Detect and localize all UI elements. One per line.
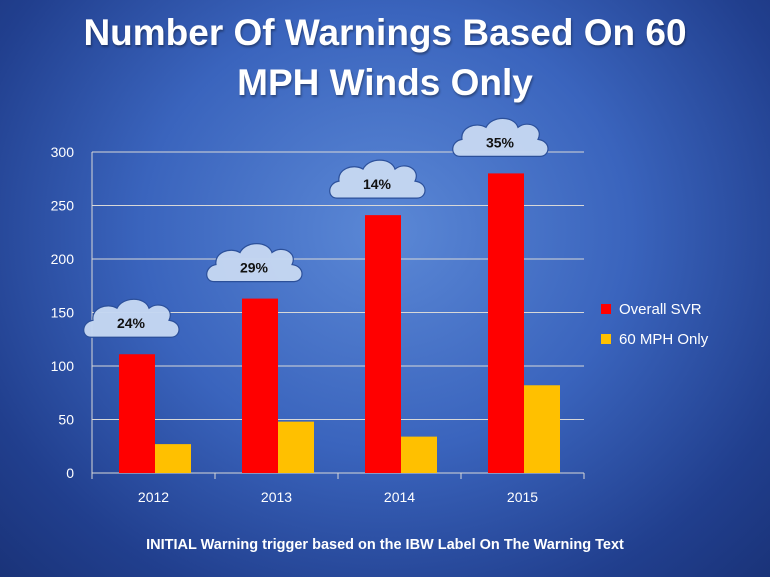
y-tick-label-50: 50 [58, 412, 74, 428]
x-tick-label-2014: 2014 [384, 489, 415, 505]
title-line-1: Number Of Warnings Based On 60 [83, 12, 687, 53]
legend-swatch-60-mph-only [601, 334, 611, 344]
annotation-label-2014: 14% [363, 176, 392, 192]
y-tick-label-0: 0 [66, 465, 74, 481]
cloud-icon-2013 [206, 242, 303, 283]
bar-60-mph-only-2015 [524, 385, 560, 473]
x-tick-label-2015: 2015 [507, 489, 538, 505]
legend-item-overall-svr: Overall SVR [601, 298, 708, 320]
y-tick-label-300: 300 [51, 144, 75, 160]
title-line-2: MPH Winds Only [237, 62, 533, 103]
cloud-icon-2012 [83, 298, 180, 338]
x-tick-label-2013: 2013 [261, 489, 292, 505]
bar-overall-svr-2013 [242, 298, 278, 473]
bar-60-mph-only-2014 [401, 436, 437, 473]
bar-overall-svr-2012 [119, 354, 155, 473]
legend-item-60-mph-only: 60 MPH Only [601, 328, 708, 350]
y-tick-label-250: 250 [51, 198, 75, 214]
bar-60-mph-only-2013 [278, 421, 314, 473]
legend-label-60-mph-only: 60 MPH Only [619, 330, 709, 348]
bar-overall-svr-2015 [488, 173, 524, 473]
annotation-label-2015: 35% [486, 134, 515, 150]
legend-label-overall-svr: Overall SVR [619, 300, 702, 318]
cloud-icon-2015 [452, 117, 549, 157]
x-tick-label-2012: 2012 [138, 489, 169, 505]
annotation-label-2012: 24% [117, 315, 146, 331]
y-tick-label-100: 100 [51, 358, 75, 374]
y-tick-label-200: 200 [51, 251, 75, 267]
legend: Overall SVR 60 MPH Only [601, 298, 708, 358]
annotation-label-2013: 29% [240, 260, 269, 276]
y-tick-label-150: 150 [51, 305, 75, 321]
bar-overall-svr-2014 [365, 215, 401, 473]
footer-note: INITIAL Warning trigger based on the IBW… [146, 537, 624, 553]
cloud-icon-2014 [329, 159, 426, 199]
legend-swatch-overall-svr [601, 304, 611, 314]
bar-60-mph-only-2012 [155, 444, 191, 473]
chart-title: Number Of Warnings Based On 60 MPH Winds… [40, 8, 730, 108]
